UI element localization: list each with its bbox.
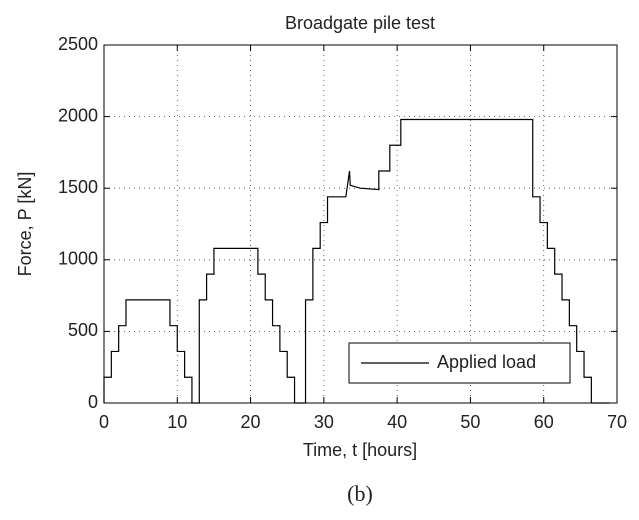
- x-tick-label: 60: [534, 412, 554, 432]
- y-tick-label: 1000: [58, 249, 98, 269]
- plot-frame: [103, 44, 618, 404]
- y-tick-label: 2500: [58, 34, 98, 54]
- x-tick-label: 40: [387, 412, 407, 432]
- x-tick-label: 70: [607, 412, 627, 432]
- y-tick-label: 0: [88, 392, 98, 412]
- legend-box: [348, 342, 571, 384]
- y-axis-label: Force, P [kN]: [15, 172, 35, 277]
- legend-label: Applied load: [437, 352, 536, 372]
- y-tick-label: 500: [68, 320, 98, 340]
- caption: (b): [347, 481, 373, 506]
- data-line: [103, 118, 610, 404]
- x-tick-label: 10: [167, 412, 187, 432]
- y-tick-label: 1500: [58, 177, 98, 197]
- x-tick-label: 0: [99, 412, 109, 432]
- x-tick-label: 20: [241, 412, 261, 432]
- x-tick-label: 50: [460, 412, 480, 432]
- y-tick-label: 2000: [58, 105, 98, 125]
- x-tick-label: 30: [314, 412, 334, 432]
- x-axis-label: Time, t [hours]: [303, 440, 417, 460]
- chart-title: Broadgate pile test: [285, 13, 435, 33]
